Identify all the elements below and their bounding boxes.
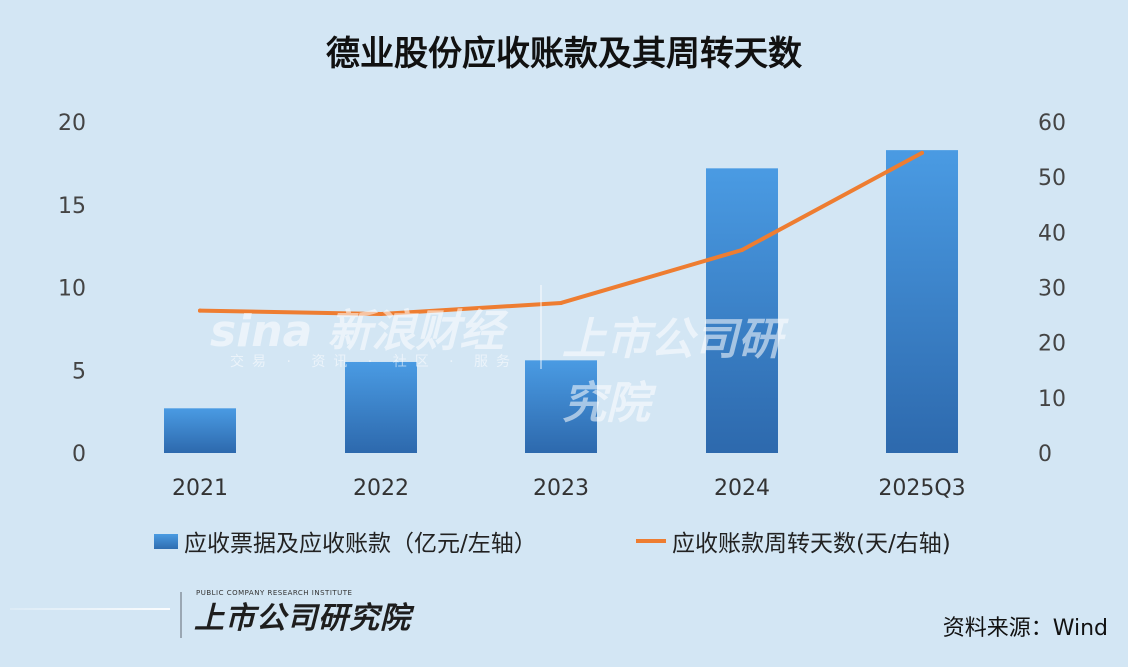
bar-series: [164, 150, 958, 453]
left-axis: 0 5 10 15 20: [58, 111, 86, 467]
line-point: [379, 311, 383, 316]
bar: [345, 361, 417, 453]
x-axis-tick-label: 2022: [353, 476, 409, 501]
right-axis-tick-label: 40: [1038, 221, 1066, 246]
chart-title: 德业股份应收账款及其周转天数: [326, 34, 802, 74]
left-axis-tick-label: 0: [72, 442, 86, 467]
bar: [706, 168, 778, 453]
x-axis-tick-label: 2023: [533, 476, 589, 501]
bar: [886, 150, 958, 453]
legend: 应收票据及应收账款（亿元/左轴） 应收账款周转天数(天/右轴): [0, 524, 1128, 558]
left-axis-tick-label: 10: [58, 277, 86, 302]
right-axis-tick-label: 10: [1038, 387, 1066, 412]
x-axis-tick-label: 2025Q3: [878, 476, 965, 501]
right-axis-tick-label: 0: [1038, 442, 1052, 467]
footer-logo: PUBLIC COMPANY RESEARCH INSTITUTE 上市公司研究…: [180, 589, 411, 638]
line-point: [740, 247, 744, 252]
footer-decor-line: [10, 608, 170, 610]
left-axis-tick-label: 5: [72, 359, 86, 384]
legend-line-swatch: [636, 539, 666, 543]
legend-item-line: 应收账款周转天数(天/右轴): [636, 524, 951, 558]
legend-bar-label: 应收票据及应收账款（亿元/左轴）: [184, 531, 537, 557]
footer-logo-sub: PUBLIC COMPANY RESEARCH INSTITUTE: [196, 589, 353, 597]
x-axis-tick-label: 2021: [172, 476, 228, 501]
right-axis-tick-label: 50: [1038, 166, 1066, 191]
bar: [525, 360, 597, 453]
legend-line-label: 应收账款周转天数(天/右轴): [672, 531, 951, 557]
footer-logo-divider: [180, 592, 182, 638]
line-point: [198, 308, 202, 313]
right-axis-tick-label: 20: [1038, 332, 1066, 357]
line-point: [920, 150, 924, 155]
right-axis-tick-label: 30: [1038, 277, 1066, 302]
x-axis-tick-label: 2024: [714, 476, 770, 501]
footer-logo-text: 上市公司研究院: [194, 601, 411, 636]
line-point: [559, 300, 563, 305]
left-axis-tick-label: 15: [58, 194, 86, 219]
bar: [164, 408, 236, 453]
right-axis-tick-label: 60: [1038, 111, 1066, 136]
left-axis-tick-label: 20: [58, 111, 86, 136]
source-note: 资料来源：Wind: [942, 616, 1108, 641]
legend-bar-swatch: [154, 533, 178, 549]
legend-item-bar: 应收票据及应收账款（亿元/左轴）: [154, 524, 537, 558]
x-axis-labels: 2021 2022 2023 2024 2025Q3: [172, 476, 966, 501]
series-line: [198, 150, 924, 316]
right-axis: 0 10 20 30 40 50 60: [1038, 111, 1066, 467]
line-series: [198, 150, 924, 316]
